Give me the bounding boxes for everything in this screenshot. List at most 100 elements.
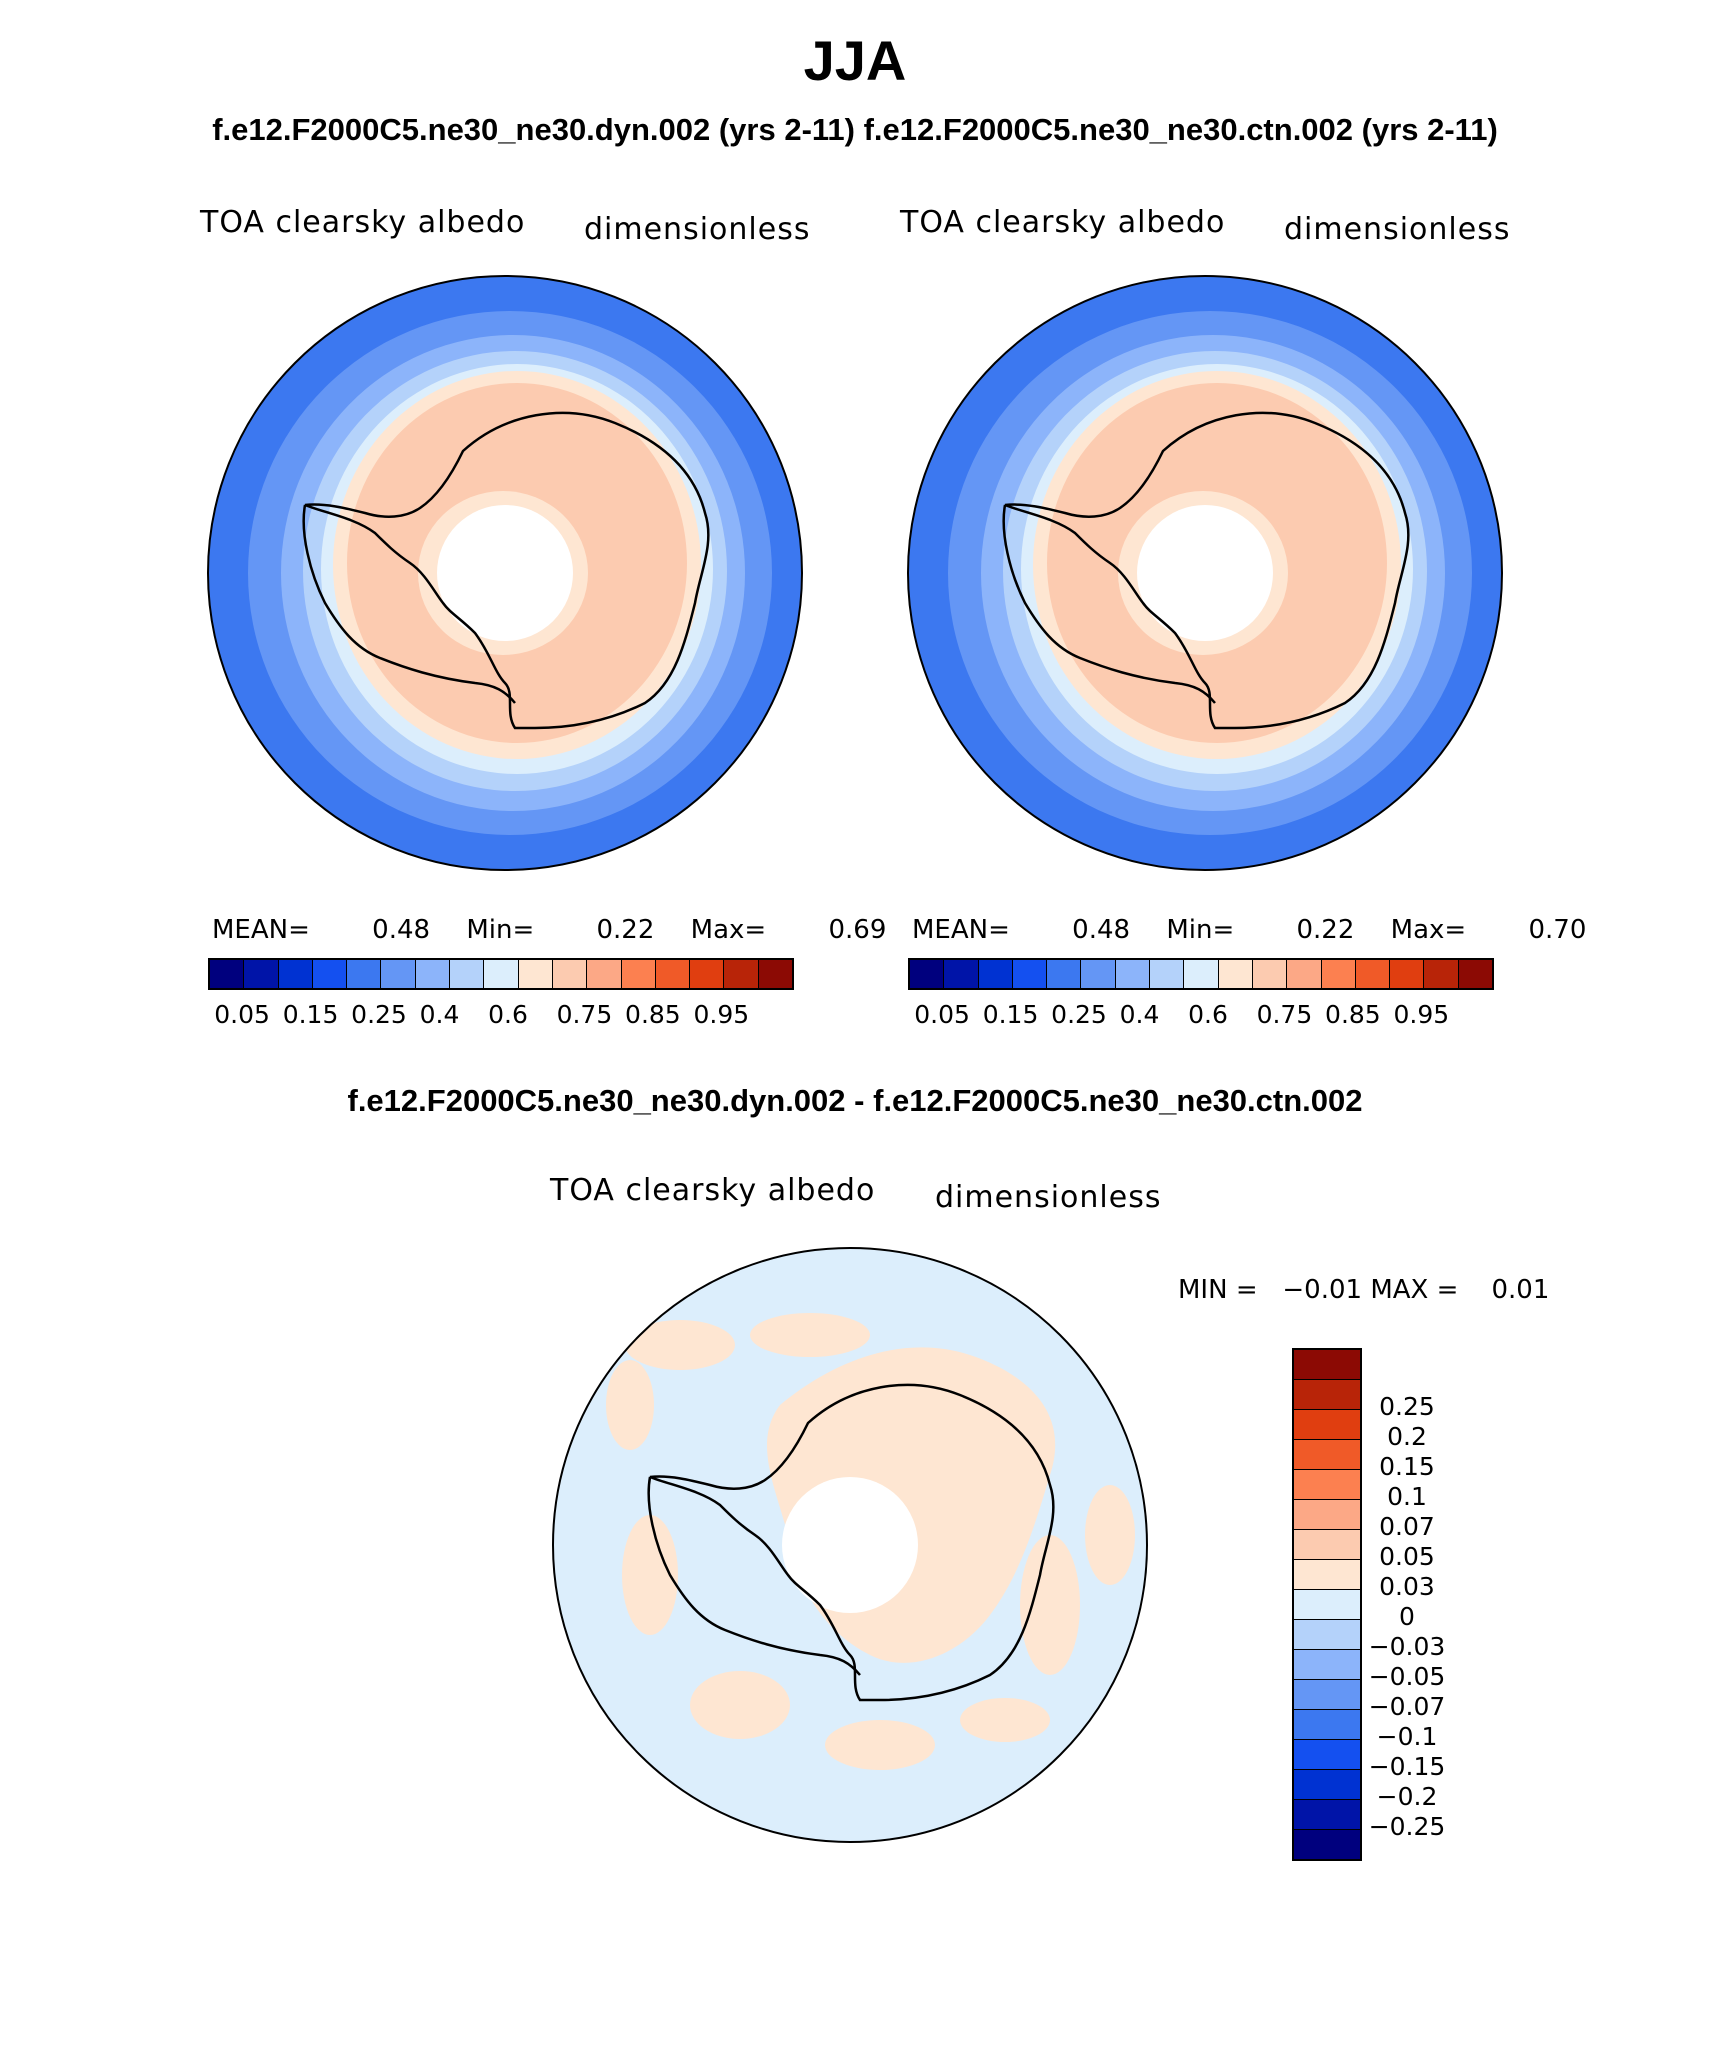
panel1-colorbar-box [552, 960, 588, 988]
panel1-colorbar-tick-label: 0.75 [556, 1000, 613, 1029]
panel2-colorbar [908, 958, 1494, 990]
diff-colorbar-tick-label: −0.03 [1368, 1632, 1446, 1661]
panel2-colorbar-box [1252, 960, 1288, 988]
panel2-colorbar-tick-label: 0.15 [982, 1000, 1039, 1029]
panel2-colorbar-box [1115, 960, 1151, 988]
panel2-polar-map [907, 275, 1503, 871]
panel1-max-label: Max= [690, 915, 767, 945]
panel1-colorbar-box [724, 960, 759, 988]
panel1-colorbar-box [312, 960, 348, 988]
page-title: JJA [803, 29, 907, 92]
diff-colorbar-tick-label: 0 [1399, 1602, 1415, 1631]
panel2-colorbar-tick-label: 0.85 [1325, 1000, 1381, 1029]
panel2-colorbar-tick-label: 0.75 [1256, 1000, 1313, 1029]
panel1-colorbar-box [655, 960, 691, 988]
diff-variable-label: TOA clearsky albedo [550, 1173, 876, 1208]
panel1-colorbar-box [210, 960, 245, 988]
panel1-colorbar-box [518, 960, 553, 988]
panel1-colorbar-tick-label: 0.15 [282, 1000, 339, 1029]
panel2-colorbar-box [978, 960, 1013, 988]
panel2-colorbar-box [1081, 960, 1116, 988]
diff-colorbar-box [1294, 1770, 1360, 1800]
panel1-colorbar-box [587, 960, 622, 988]
panel2-colorbar-box [1321, 960, 1356, 988]
panel2-mean-label: MEAN= [912, 915, 1010, 945]
panel1-colorbar-tick-label: 0.4 [419, 1000, 460, 1029]
diff-colorbar-box [1294, 1590, 1360, 1620]
panel2-colorbar-box [1424, 960, 1459, 988]
panel2-units-label: dimensionless [1284, 212, 1511, 247]
diff-colorbar-box [1294, 1680, 1360, 1710]
diff-colorbar-box [1294, 1440, 1360, 1470]
diff-colorbar-box [1294, 1800, 1360, 1830]
panel1-min-label: Min= [466, 915, 535, 945]
panel1-mean-label: MEAN= [212, 915, 310, 945]
panel2-max-label: Max= [1390, 915, 1467, 945]
case-subtitle: f.e12.F2000C5.ne30_ne30.dyn.002 (yrs 2-1… [212, 112, 1498, 147]
panel1-polar-map [207, 275, 803, 871]
diff-colorbar-box [1294, 1530, 1360, 1560]
panel1-colorbar [208, 958, 794, 990]
diff-colorbar-box [1294, 1710, 1360, 1740]
diff-colorbar-box [1294, 1410, 1360, 1440]
panel1-colorbar-box [415, 960, 451, 988]
diff-colorbar-box [1294, 1740, 1360, 1770]
panel1-variable-label: TOA clearsky albedo [200, 205, 526, 240]
diff-colorbar-tick-label: −0.15 [1368, 1752, 1446, 1781]
panel2-colorbar-tick-label: 0.25 [1051, 1000, 1107, 1029]
panel1-colorbar-box [484, 960, 519, 988]
panel1-stats: MEAN= 0.48 Min= 0.22 Max= 0.69 [212, 915, 886, 945]
panel2-mean-value: 0.48 [1072, 915, 1131, 945]
panel1-colorbar-tick-label: 0.85 [625, 1000, 681, 1029]
diff-units-label: dimensionless [935, 1180, 1162, 1215]
panel1-colorbar-box [278, 960, 313, 988]
panel2-colorbar-box [1184, 960, 1219, 988]
diff-colorbar-tick-label: 0.2 [1387, 1422, 1427, 1451]
panel1-min-value: 0.22 [596, 915, 655, 945]
diff-colorbar-tick-label: −0.05 [1368, 1662, 1446, 1691]
panel2-colorbar-box [1458, 960, 1493, 988]
panel2-colorbar-tick-label: 0.4 [1119, 1000, 1160, 1029]
panel2-colorbar-box [910, 960, 945, 988]
diff-colorbar-tick-label: −0.07 [1368, 1692, 1446, 1721]
diff-colorbar-tick-label: −0.25 [1368, 1812, 1446, 1841]
diff-colorbar-ticks: 0.25 0.2 0.15 0.1 0.07 0.05 0.03 0 −0.03 −0.05 −0.… [1362, 1348, 1457, 1848]
panel2-colorbar-tick-label: 0.95 [1393, 1000, 1450, 1029]
diff-colorbar-box [1294, 1560, 1360, 1590]
panel1-colorbar-tick-label: 0.05 [214, 1000, 270, 1029]
diff-colorbar-tick-label: −0.1 [1376, 1722, 1438, 1751]
panel2-colorbar-box [1355, 960, 1391, 988]
panel2-colorbar-box [1012, 960, 1048, 988]
panel2-colorbar-box [1287, 960, 1322, 988]
diff-colorbar-box [1294, 1650, 1360, 1680]
panel1-colorbar-box [244, 960, 279, 988]
diff-colorbar-tick-label: 0.15 [1379, 1452, 1435, 1481]
panel2-stats: MEAN= 0.48 Min= 0.22 Max= 0.70 [912, 915, 1586, 945]
panel2-colorbar-box [1047, 960, 1082, 988]
panel1-colorbar-box [347, 960, 382, 988]
panel1-colorbar-box [758, 960, 793, 988]
panel2-min-label: Min= [1166, 915, 1235, 945]
panel2-min-value: 0.22 [1296, 915, 1355, 945]
panel1-max-value: 0.69 [828, 915, 887, 945]
panel1-colorbar-tick-label: 0.25 [351, 1000, 407, 1029]
diff-colorbar-box [1294, 1380, 1360, 1410]
panel1-colorbar-box [450, 960, 485, 988]
diff-colorbar-tick-label: −0.2 [1376, 1782, 1438, 1811]
diff-colorbar-tick-label: 0.03 [1379, 1572, 1435, 1601]
panel1-colorbar-tick-label: 0.95 [693, 1000, 750, 1029]
diff-colorbar-box [1294, 1620, 1360, 1650]
panel1-colorbar-box [381, 960, 416, 988]
panel2-variable-label: TOA clearsky albedo [900, 205, 1226, 240]
diff-minmax: MIN = −0.01 MAX = 0.01 [1178, 1275, 1550, 1305]
diff-colorbar-tick-label: 0.05 [1379, 1542, 1435, 1571]
diff-colorbar-tick-label: 0.07 [1379, 1512, 1435, 1541]
panel2-colorbar-box [1218, 960, 1253, 988]
diff-colorbar-tick-label: 0.25 [1379, 1392, 1435, 1421]
diff-colorbar-box [1294, 1350, 1360, 1380]
diff-colorbar-box [1294, 1470, 1360, 1500]
diff-colorbar-tick-label: 0.1 [1387, 1482, 1427, 1511]
diff-colorbar-box [1294, 1500, 1360, 1530]
panel1-colorbar-tick-label: 0.6 [488, 1000, 528, 1029]
panel2-colorbar-tick-label: 0.6 [1188, 1000, 1228, 1029]
